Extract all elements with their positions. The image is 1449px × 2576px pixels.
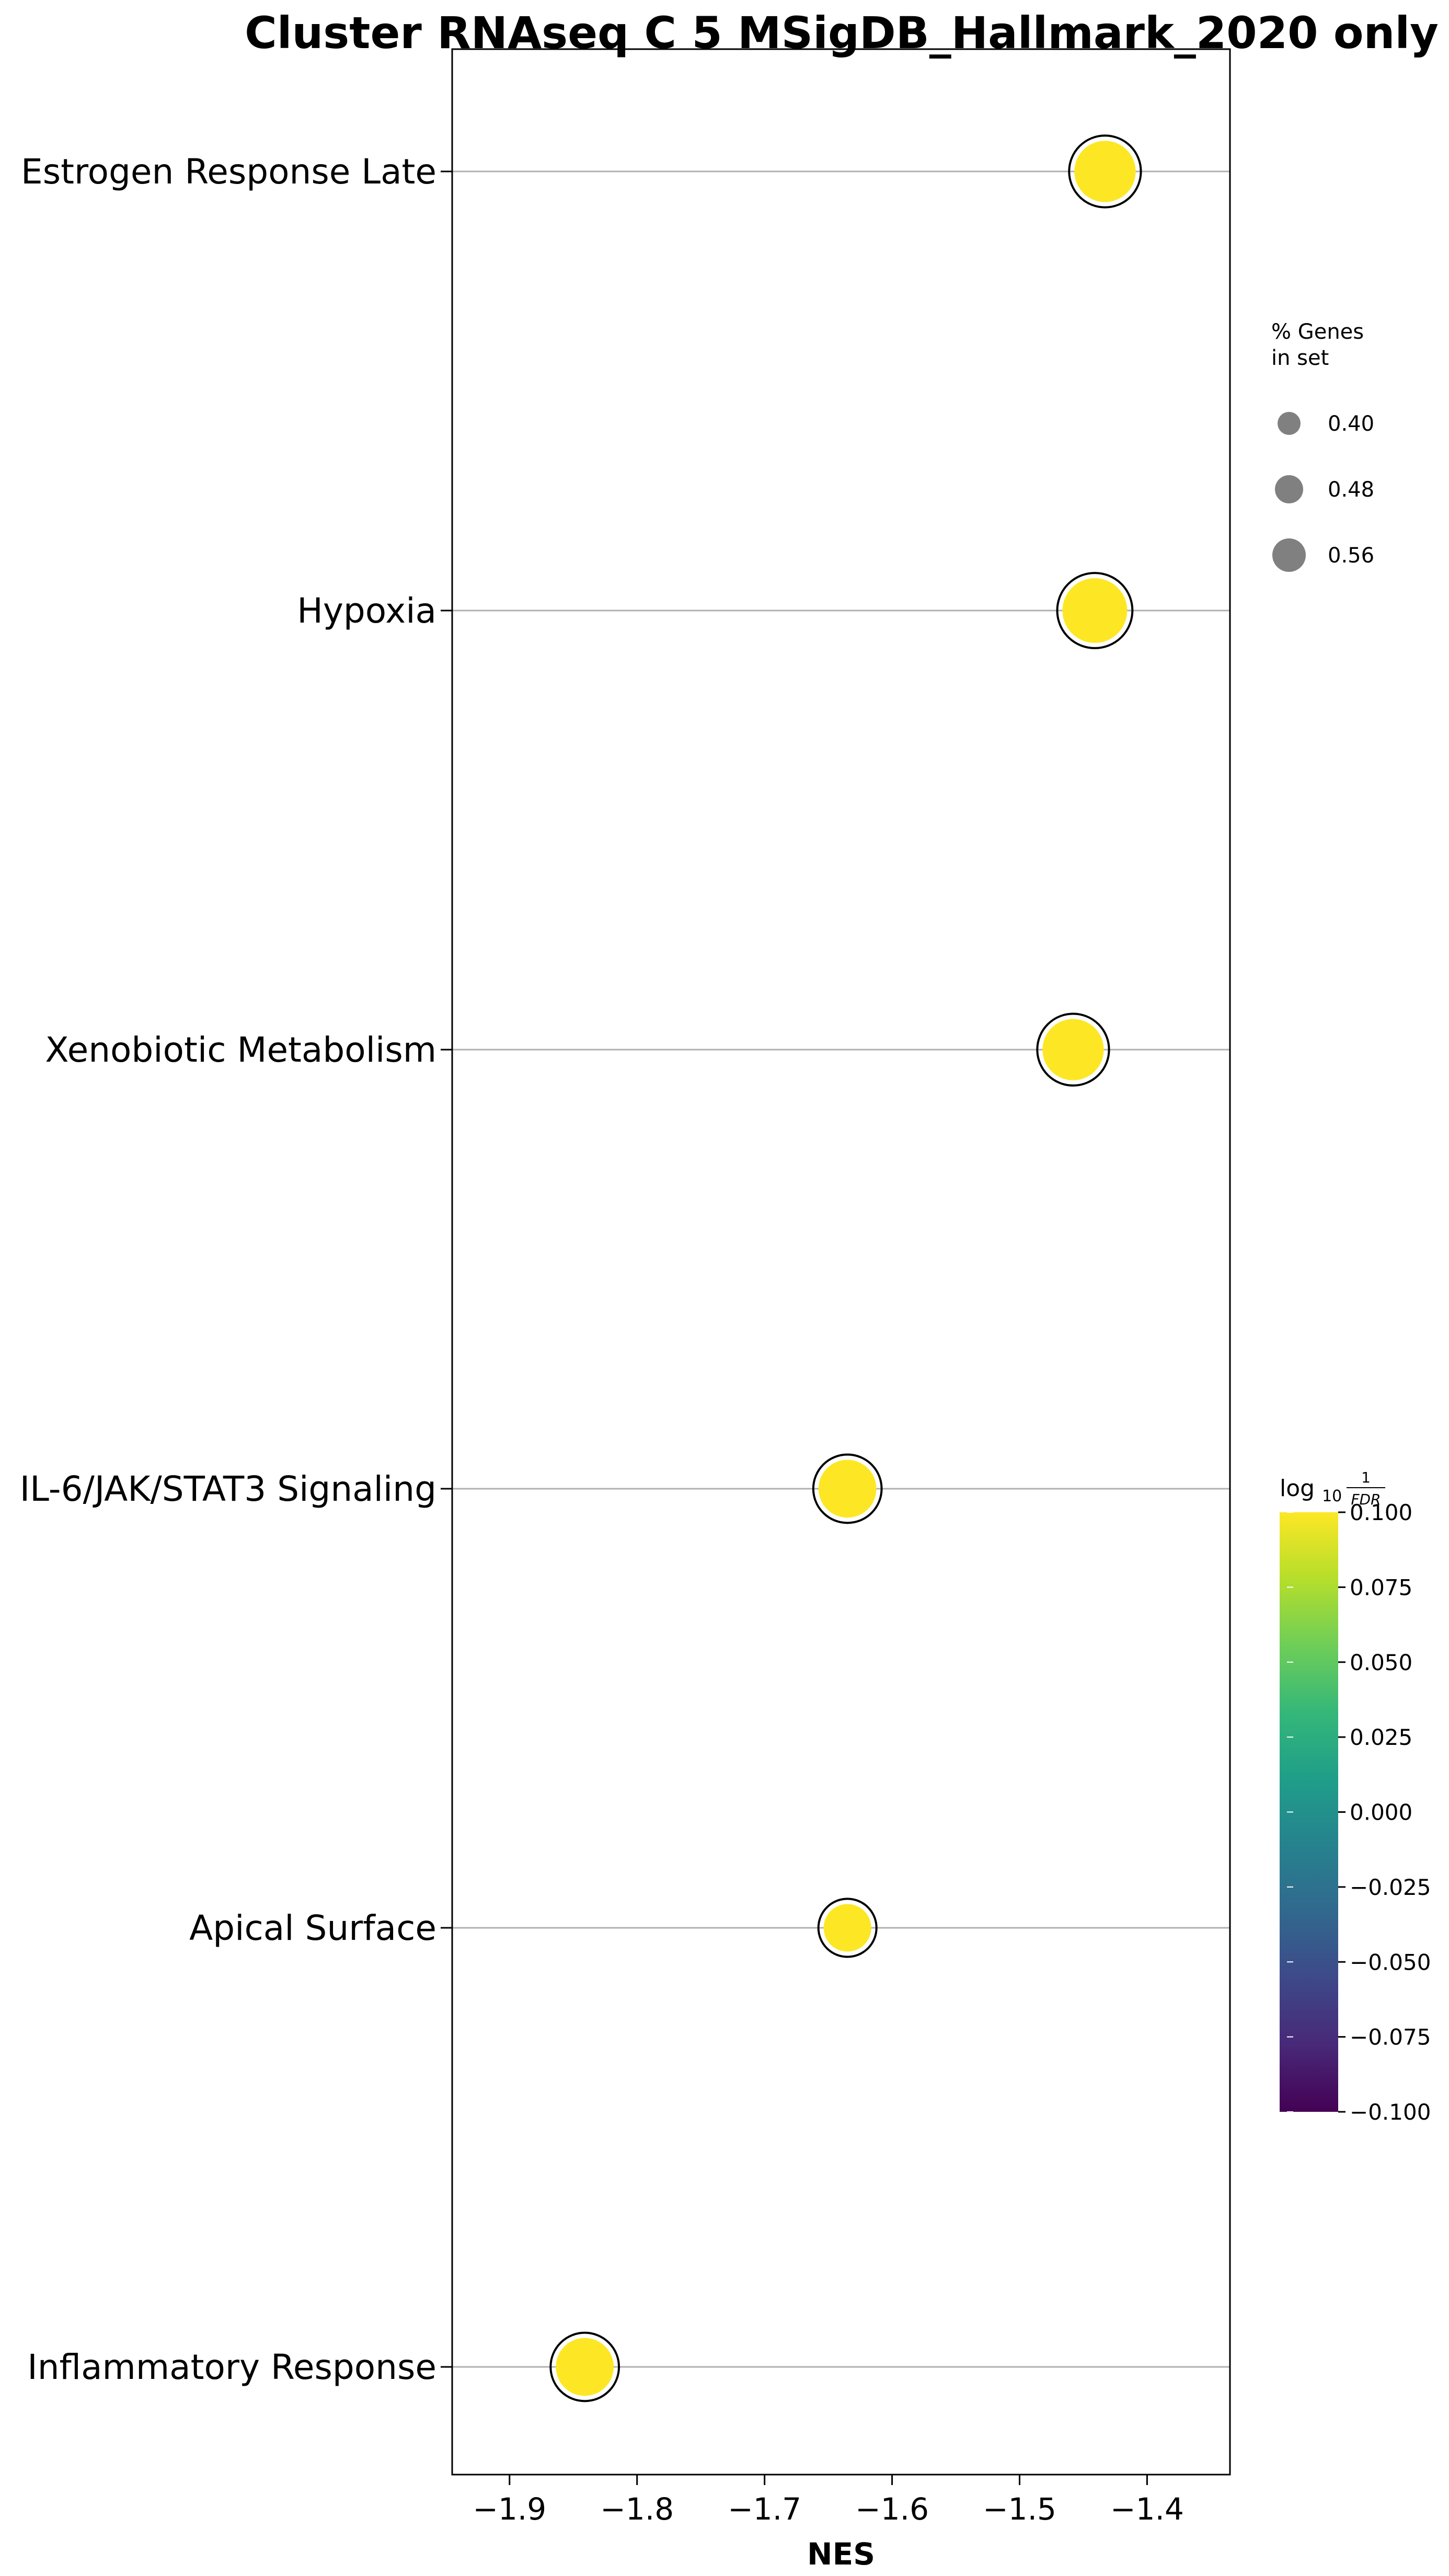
y-axis-labels: Estrogen Response Late Hypoxia Xenobiotic … [20, 152, 436, 2387]
size-legend-marker [1272, 538, 1306, 572]
x-axis-label: NES [807, 2536, 875, 2572]
point-ring [1036, 1013, 1110, 1087]
point-ring [817, 1898, 878, 1958]
size-legend-title-line1: % Genes [1271, 320, 1364, 344]
x-tick-label: −1.5 [983, 2491, 1056, 2527]
size-legend-marker [1278, 412, 1301, 435]
size-legend-items: 0.40 0.48 0.56 [1272, 412, 1374, 572]
colorbar-tick-label: −0.025 [1350, 1874, 1431, 1900]
y-tick-label: Xenobiotic Metabolism [45, 1030, 436, 1070]
colorbar-title: log 10 [1280, 1475, 1342, 1505]
x-axis-ticks: −1.9 −1.8 −1.7 −1.6 −1.5 −1.4 [473, 2475, 1184, 2527]
colorbar-tick-label: 0.000 [1350, 1800, 1412, 1825]
y-tick-label: Apical Surface [189, 1908, 436, 1948]
size-legend-label: 0.56 [1328, 544, 1374, 568]
data-point [1074, 141, 1136, 202]
size-legend: % Genes in set 0.40 0.48 0.56 [1271, 320, 1374, 572]
size-legend-marker [1275, 475, 1303, 503]
colorbar-tick-label: 0.025 [1350, 1724, 1412, 1750]
colorbar-tick-label: −0.050 [1350, 1949, 1431, 1975]
colorbar: log 10 1 FDR 0.100 0.075 0.050 0.025 0.000 −0… [1280, 1469, 1431, 2125]
size-legend-label: 0.40 [1328, 412, 1374, 436]
size-legend-label: 0.48 [1328, 478, 1374, 502]
x-tick-label: −1.6 [855, 2491, 929, 2527]
x-tick-label: −1.8 [600, 2491, 674, 2527]
data-point [556, 2338, 614, 2396]
x-tick-label: −1.7 [728, 2491, 801, 2527]
colorbar-tick-label: 0.050 [1350, 1650, 1412, 1675]
point-ring [549, 2331, 620, 2402]
y-tick-label: Hypoxia [297, 591, 436, 631]
data-point [1042, 1019, 1104, 1080]
point-ring [1056, 572, 1134, 649]
grid-lines [441, 170, 1230, 2368]
colorbar-title-numerator: 1 [1361, 1469, 1371, 1486]
y-tick-label: Estrogen Response Late [21, 152, 436, 192]
chart-title: Cluster RNAseq C 5 MSigDB_Hallmark_2020 … [245, 7, 1439, 59]
x-tick-label: −1.9 [473, 2491, 546, 2527]
x-tick-label: −1.4 [1110, 2491, 1184, 2527]
data-points [549, 134, 1142, 2402]
data-point [823, 1904, 871, 1952]
colorbar-tick-label: −0.075 [1350, 2025, 1431, 2050]
colorbar-title-base: 10 [1322, 1487, 1342, 1505]
y-tick-label: IL-6/JAK/STAT3 Signaling [20, 1469, 436, 1509]
plot-frame [451, 48, 1231, 2476]
colorbar-tick-label: 0.100 [1350, 1500, 1412, 1525]
colorbar-tick-label: −0.100 [1350, 2099, 1431, 2125]
colorbar-ticks: 0.100 0.075 0.050 0.025 0.000 −0.025 −0.050 −0.… [1287, 1500, 1431, 2125]
point-ring [812, 1453, 883, 1524]
colorbar-title-log: log [1280, 1475, 1315, 1502]
data-point [1062, 578, 1128, 643]
y-tick-label: Inflammatory Response [27, 2347, 436, 2387]
size-legend-title-line2: in set [1271, 346, 1329, 370]
colorbar-title-denominator: FDR [1351, 1491, 1381, 1508]
data-point [818, 1459, 877, 1518]
point-ring [1068, 134, 1142, 209]
colorbar-tick-label: 0.075 [1350, 1574, 1412, 1600]
